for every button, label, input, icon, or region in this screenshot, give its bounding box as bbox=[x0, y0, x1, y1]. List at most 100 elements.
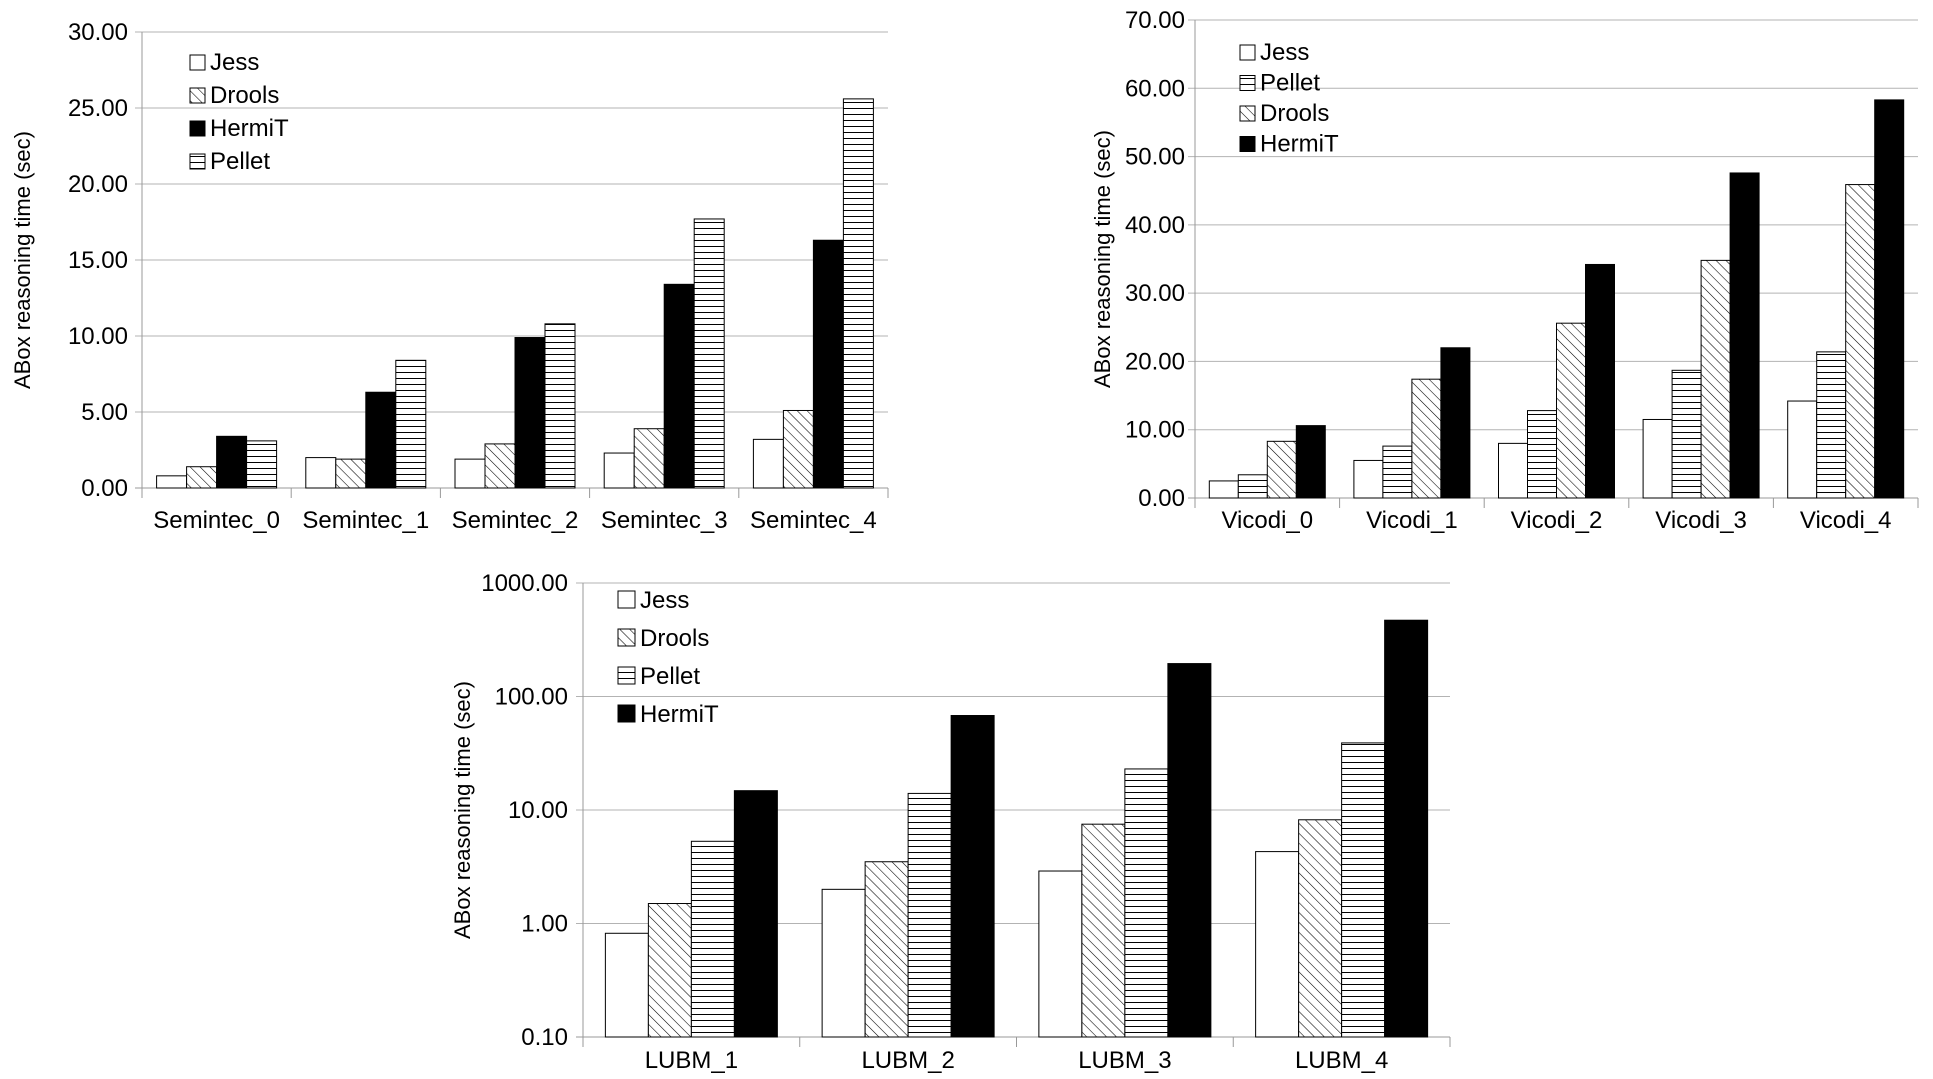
bar-jess bbox=[603, 452, 635, 489]
legend-label: Jess bbox=[210, 49, 259, 76]
y-tick-label: 40.00 bbox=[1125, 212, 1185, 239]
bar-jess bbox=[305, 457, 337, 489]
legend-label: HermiT bbox=[1260, 131, 1339, 158]
x-tick-label: LUBM_4 bbox=[1295, 1047, 1388, 1074]
bar-drools bbox=[1081, 823, 1126, 1038]
bar-pellet bbox=[544, 323, 576, 489]
bar-hermit bbox=[812, 239, 844, 489]
legend-label: Jess bbox=[1260, 39, 1309, 66]
bar-hermit bbox=[1167, 663, 1212, 1038]
x-tick-label: Semintec_3 bbox=[601, 507, 728, 534]
bar-jess bbox=[1787, 400, 1818, 499]
bar-pellet bbox=[907, 792, 952, 1038]
bar-pellet bbox=[693, 218, 725, 489]
x-tick-label: Semintec_0 bbox=[153, 507, 280, 534]
bar-hermit bbox=[663, 283, 695, 489]
bar-pellet bbox=[1124, 768, 1169, 1038]
legend-swatch bbox=[617, 628, 636, 647]
y-tick-label: 10.00 bbox=[1125, 417, 1185, 444]
bar-hermit bbox=[733, 790, 778, 1038]
y-axis-label: ABox reasoning time (sec) bbox=[450, 681, 475, 939]
y-tick-label: 20.00 bbox=[68, 171, 128, 198]
bar-drools bbox=[1556, 322, 1586, 499]
legend-label: Pellet bbox=[640, 663, 700, 690]
legend-swatch bbox=[617, 666, 636, 685]
x-tick-label: Semintec_2 bbox=[452, 507, 579, 534]
bar-pellet bbox=[1816, 351, 1847, 499]
legend-label: HermiT bbox=[640, 701, 719, 728]
bar-jess bbox=[1038, 870, 1083, 1038]
bar-hermit bbox=[514, 337, 546, 489]
bar-hermit bbox=[1585, 263, 1615, 499]
bar-pellet bbox=[1237, 474, 1268, 499]
bar-drools bbox=[647, 903, 692, 1038]
y-axis-label: ABox reasoning time (sec) bbox=[1090, 130, 1115, 388]
bar-pellet bbox=[690, 840, 735, 1038]
bar-jess bbox=[454, 458, 486, 489]
y-tick-label: 25.00 bbox=[68, 95, 128, 122]
legend-swatch bbox=[189, 54, 206, 71]
bar-pellet bbox=[1527, 410, 1557, 499]
x-tick-label: Vicodi_0 bbox=[1221, 507, 1313, 534]
bar-jess bbox=[1255, 851, 1300, 1038]
bar-drools bbox=[1411, 378, 1442, 499]
x-tick-label: Vicodi_4 bbox=[1800, 507, 1892, 534]
bar-pellet bbox=[1382, 445, 1413, 499]
y-tick-label: 0.00 bbox=[81, 475, 128, 502]
y-tick-label: 0.10 bbox=[521, 1024, 568, 1051]
legend-swatch bbox=[617, 590, 636, 609]
bar-hermit bbox=[950, 715, 995, 1038]
bar-jess bbox=[1498, 442, 1528, 499]
bar-jess bbox=[821, 888, 866, 1038]
x-tick-label: LUBM_2 bbox=[861, 1047, 954, 1074]
bar-jess bbox=[1642, 418, 1673, 499]
bar-jess bbox=[604, 932, 649, 1038]
legend-label: Drools bbox=[640, 625, 709, 652]
bar-hermit bbox=[1384, 619, 1429, 1038]
bar-hermit bbox=[1874, 99, 1905, 499]
legend-swatch bbox=[1239, 136, 1256, 152]
x-tick-label: LUBM_3 bbox=[1078, 1047, 1171, 1074]
bar-drools bbox=[1298, 819, 1343, 1038]
bar-jess bbox=[752, 438, 784, 489]
bar-jess bbox=[1208, 480, 1239, 499]
y-tick-label: 0.00 bbox=[1138, 485, 1185, 512]
x-tick-label: Vicodi_1 bbox=[1366, 507, 1458, 534]
y-tick-label: 60.00 bbox=[1125, 75, 1185, 102]
x-tick-label: Vicodi_2 bbox=[1511, 507, 1603, 534]
bar-hermit bbox=[365, 391, 397, 489]
legend-swatch bbox=[1239, 75, 1256, 91]
legend-label: Drools bbox=[1260, 100, 1329, 127]
bar-drools bbox=[335, 458, 367, 489]
legend-swatch bbox=[1239, 44, 1256, 61]
legend-swatch bbox=[617, 704, 636, 723]
bar-drools bbox=[1266, 440, 1297, 499]
y-tick-label: 1.00 bbox=[521, 911, 568, 938]
x-tick-label: Semintec_1 bbox=[302, 507, 429, 534]
bar-hermit bbox=[216, 435, 248, 489]
bar-drools bbox=[1845, 184, 1876, 499]
legend-swatch bbox=[189, 120, 206, 137]
legend-label: Pellet bbox=[1260, 70, 1320, 97]
x-tick-label: Semintec_4 bbox=[750, 507, 877, 534]
vicodi-chart: 0.00 10.00 20.00 30.00 40.00 50.00 60.00 70.00 A… bbox=[1090, 7, 1919, 534]
x-tick-label: LUBM_1 bbox=[645, 1047, 738, 1074]
y-axis-label: ABox reasoning time (sec) bbox=[10, 131, 35, 389]
y-tick-label: 50.00 bbox=[1125, 144, 1185, 171]
bar-drools bbox=[1700, 259, 1731, 499]
lubm-chart: 0.10 1.00 10.00 100.00 1000.00 ABox reasoning… bbox=[450, 570, 1451, 1074]
y-tick-label: 10.00 bbox=[68, 323, 128, 350]
semintec-chart: 0.00 5.00 10.00 15.00 20.00 25.00 30.00 ABox re… bbox=[10, 19, 889, 534]
legend-label: Drools bbox=[210, 82, 279, 109]
bar-pellet bbox=[842, 98, 874, 489]
legend-swatch bbox=[189, 87, 206, 104]
y-tick-label: 15.00 bbox=[68, 247, 128, 274]
bar-drools bbox=[782, 409, 814, 489]
bar-jess bbox=[1353, 459, 1384, 499]
bar-jess bbox=[156, 475, 188, 489]
x-tick-label: Vicodi_3 bbox=[1655, 507, 1747, 534]
bar-drools bbox=[484, 443, 516, 489]
bar-hermit bbox=[1440, 347, 1471, 499]
bar-drools bbox=[864, 861, 909, 1038]
